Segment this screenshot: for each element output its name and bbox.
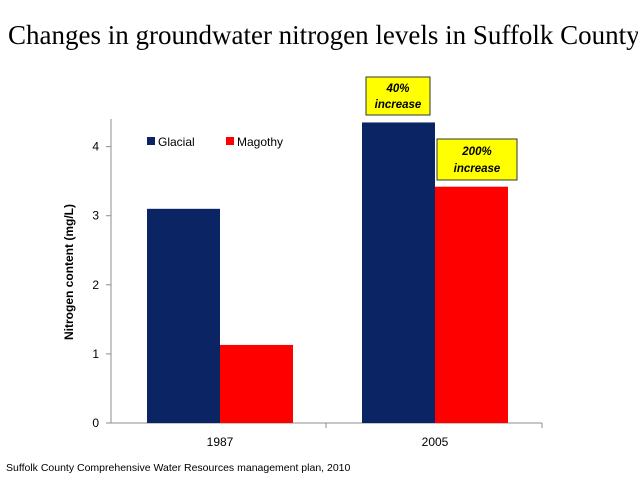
annotation-box-magothy-2005 xyxy=(436,138,518,181)
x-tick-label-2005: 2005 xyxy=(422,435,449,449)
legend-label-glacial: Glacial xyxy=(158,135,195,149)
legend-swatch-magothy xyxy=(226,137,234,145)
y-tick-label: 3 xyxy=(92,209,99,223)
annotation-magothy-percent: 200% xyxy=(461,146,491,158)
bar-glacial-2005 xyxy=(362,122,435,424)
y-axis-label: Nitrogen content (mg/L) xyxy=(62,204,76,340)
legend-swatch-glacial xyxy=(147,137,155,145)
annotation-box-glacial-2005 xyxy=(365,76,431,116)
x-tick-label-1987: 1987 xyxy=(207,435,234,449)
bar-glacial-1987 xyxy=(147,208,220,423)
legend-label-magothy: Magothy xyxy=(237,135,283,149)
annotation-magothy-increase: increase xyxy=(454,163,501,175)
source-citation: Suffolk County Comprehensive Water Resou… xyxy=(6,462,351,474)
bar-magothy-2005 xyxy=(435,186,508,423)
chart-title: Changes in groundwater nitrogen levels i… xyxy=(8,20,638,50)
y-tick-label: 1 xyxy=(92,347,99,361)
y-tick-label: 2 xyxy=(92,278,99,292)
annotation-glacial-increase: increase xyxy=(375,99,422,111)
bar-magothy-1987 xyxy=(220,344,293,423)
y-tick-label: 4 xyxy=(92,140,99,154)
annotation-glacial-percent: 40% xyxy=(385,83,409,95)
y-tick-label: 0 xyxy=(92,416,99,430)
